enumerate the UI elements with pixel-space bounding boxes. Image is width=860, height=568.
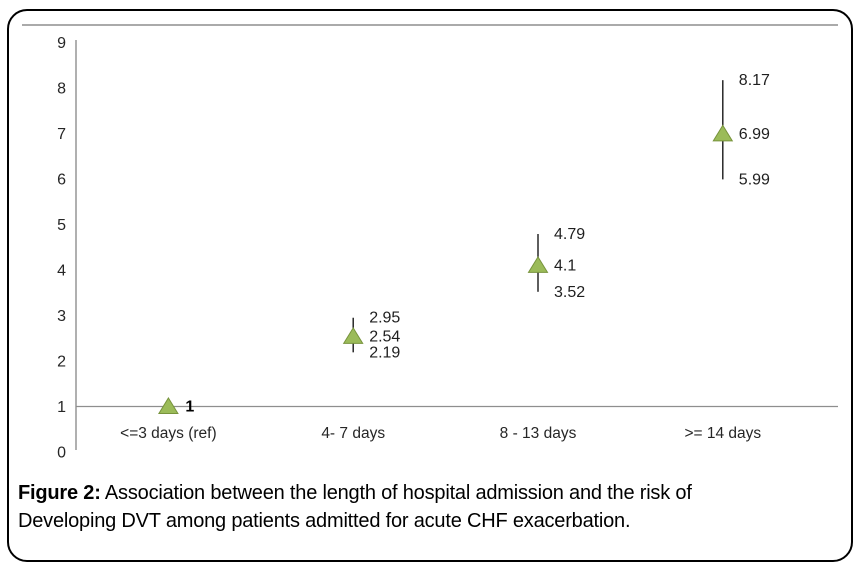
figure-caption: Figure 2: Association between the length… — [18, 479, 842, 535]
y-tick-label: 2 — [57, 353, 66, 370]
x-category-label: 8 - 13 days — [500, 425, 577, 442]
x-category-label: >= 14 days — [684, 425, 761, 442]
data-label-upper-ci: 8.17 — [739, 72, 770, 89]
y-tick-label: 5 — [57, 217, 66, 234]
data-label-value: 2.54 — [369, 328, 400, 345]
x-category-label: <=3 days (ref) — [120, 425, 217, 442]
forest-plot-chart: 0 1 2 3 4 5 6 7 8 9 <=3 days (ref) 4- 7 days 8 - 13 … — [22, 24, 838, 462]
figure-caption-line1: Association between the length of hospit… — [100, 482, 692, 504]
data-label-lower-ci: 3.52 — [554, 284, 585, 301]
y-tick-label: 6 — [57, 171, 66, 188]
data-label-upper-ci: 4.79 — [554, 226, 585, 243]
data-point-marker — [712, 124, 734, 142]
x-category-label: 4- 7 days — [321, 425, 385, 442]
y-tick-label: 0 — [57, 445, 66, 462]
data-label-value: 1 — [185, 398, 194, 415]
y-tick-label: 8 — [57, 80, 66, 97]
data-label-value: 4.1 — [554, 257, 576, 274]
y-tick-label: 3 — [57, 308, 66, 325]
y-tick-label: 1 — [57, 399, 66, 416]
y-tick-label: 4 — [57, 262, 66, 279]
data-point-marker — [158, 397, 179, 414]
y-tick-label: 9 — [57, 35, 66, 52]
data-point-marker — [527, 255, 549, 273]
figure-caption-line2: Developing DVT among patients admitted f… — [18, 510, 631, 532]
data-label-value: 6.99 — [739, 126, 770, 143]
data-label-upper-ci: 2.95 — [369, 310, 400, 327]
data-point-marker — [342, 326, 364, 344]
data-label-lower-ci: 2.19 — [369, 344, 400, 361]
figure-caption-number: Figure 2: — [18, 482, 101, 504]
data-label-lower-ci: 5.99 — [739, 171, 770, 188]
y-tick-label: 7 — [57, 126, 66, 143]
